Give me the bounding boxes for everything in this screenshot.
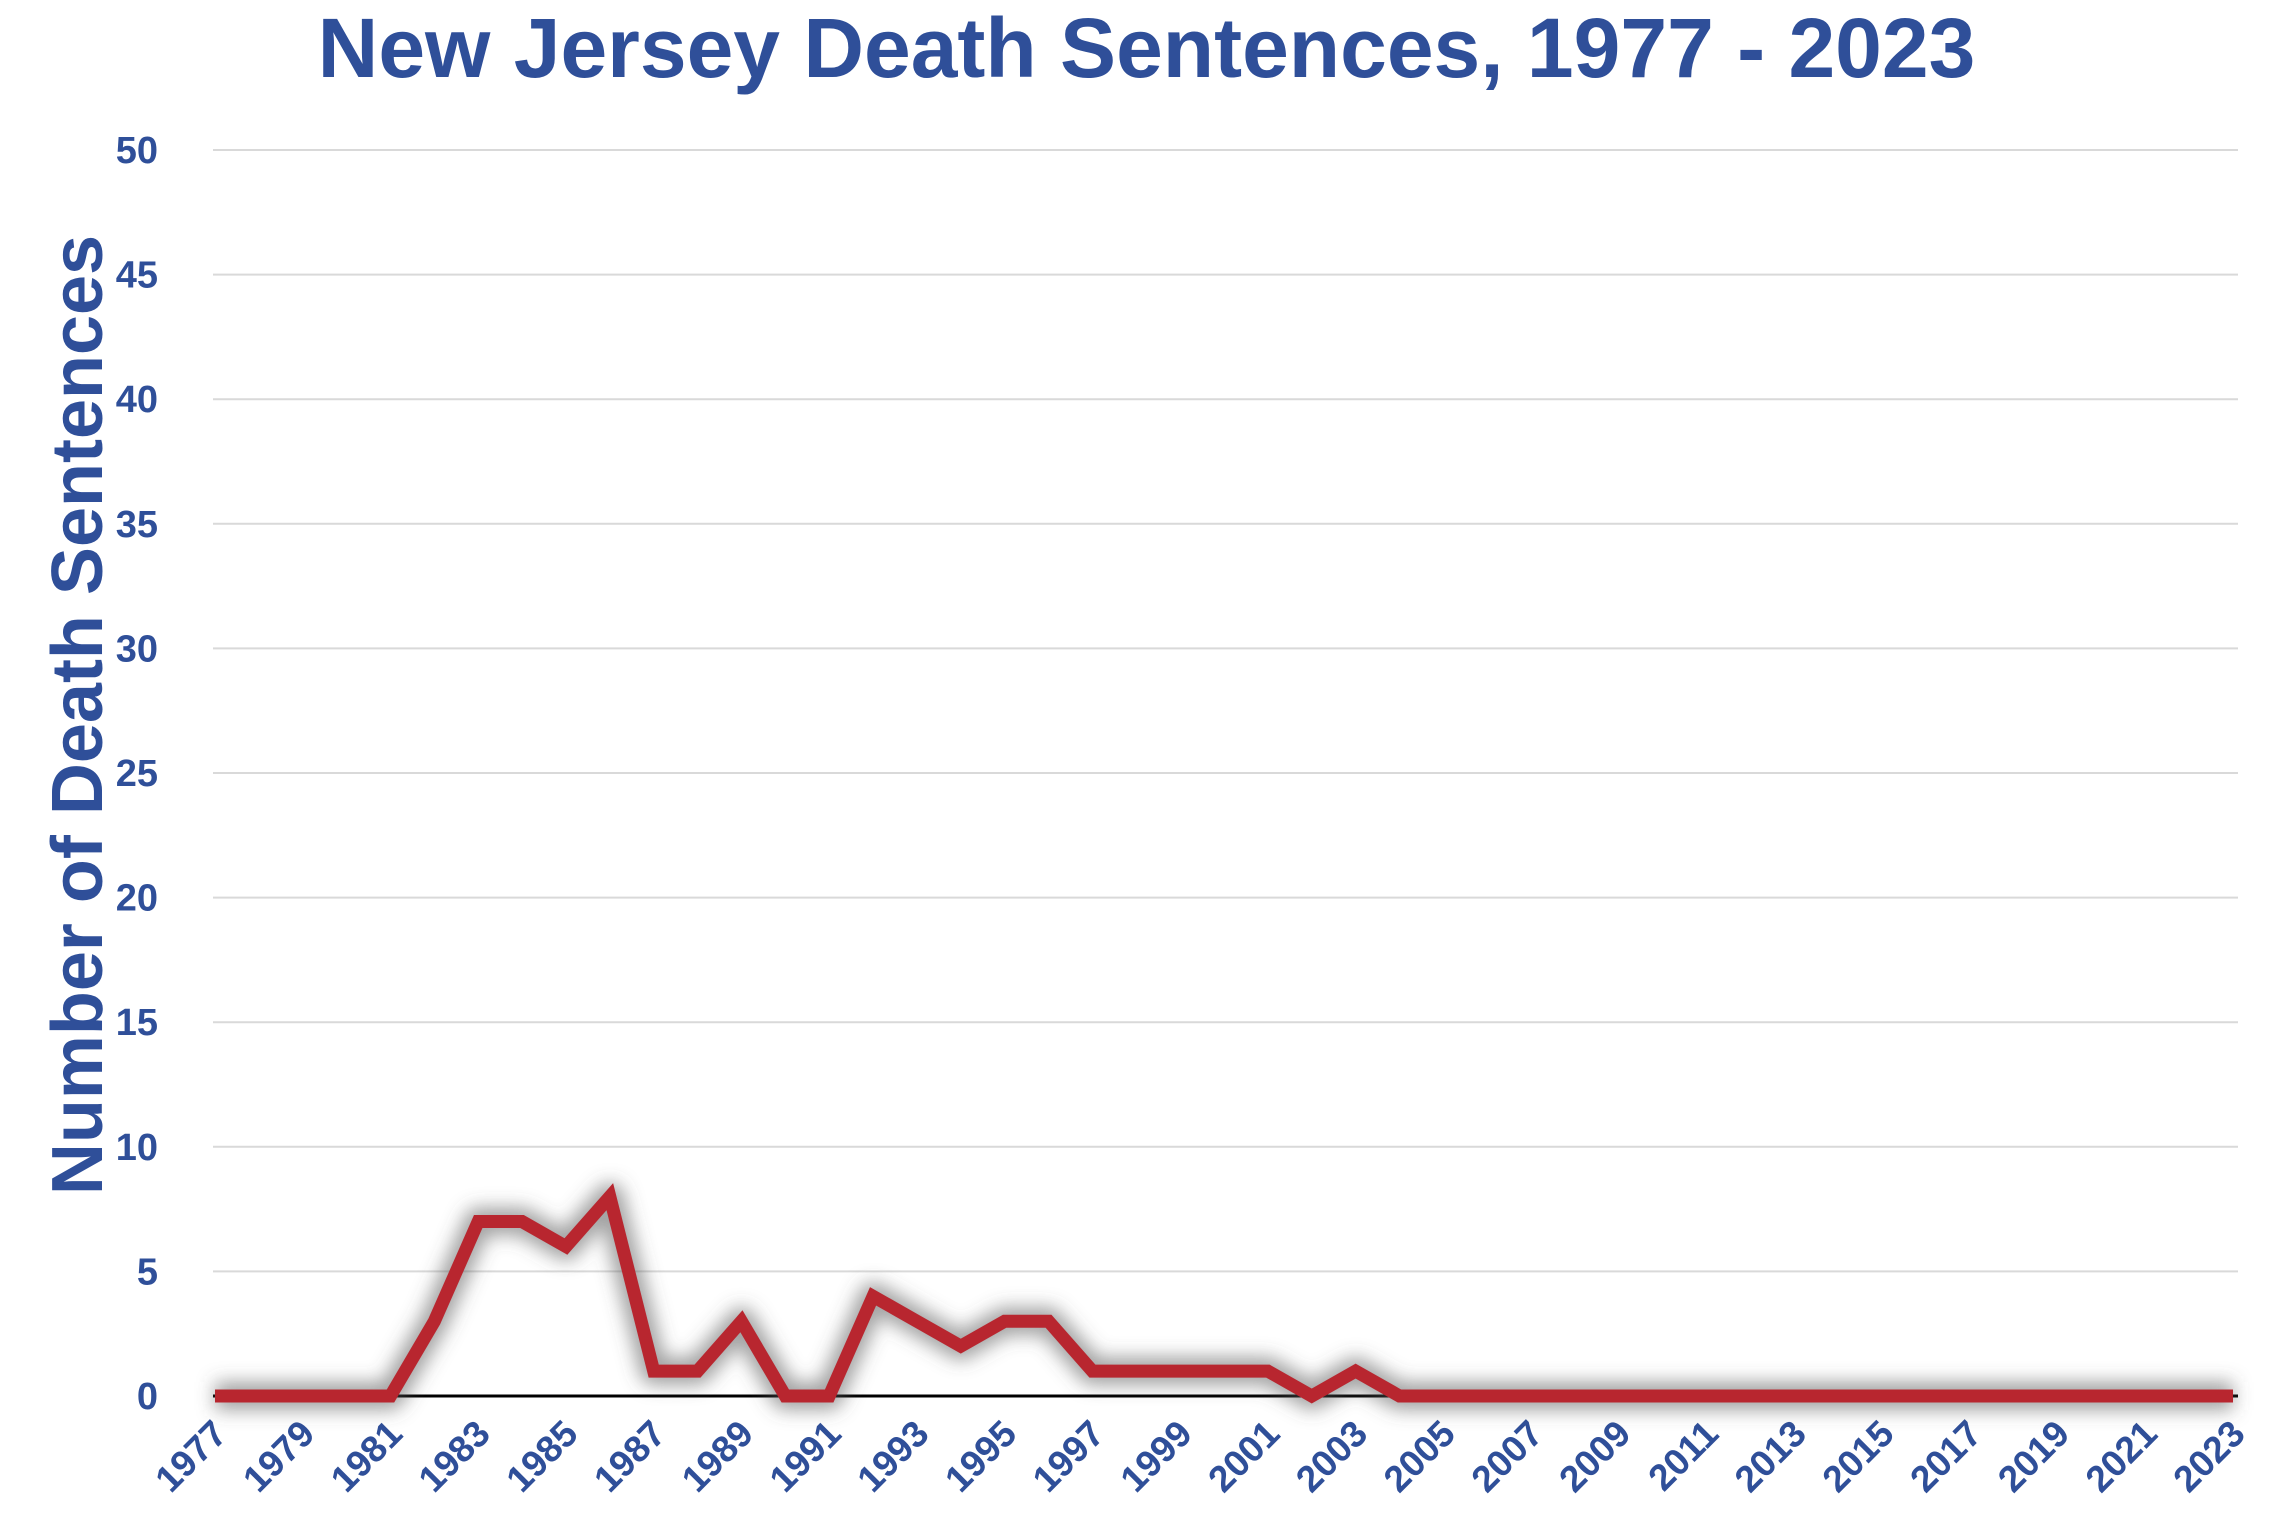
y-tick-label-20: 20	[116, 878, 158, 920]
x-tick-label-1987: 1987	[586, 1413, 673, 1500]
x-tick-label-2023: 2023	[2165, 1413, 2252, 1500]
x-tick-label-2021: 2021	[2078, 1413, 2165, 1500]
y-tick-label-50: 50	[116, 130, 158, 172]
y-tick-label-5: 5	[137, 1251, 158, 1293]
x-tick-label-1997: 1997	[1025, 1413, 1112, 1500]
x-tick-label-2019: 2019	[1990, 1413, 2077, 1500]
x-tick-label-1991: 1991	[762, 1413, 849, 1500]
x-tick-label-1979: 1979	[235, 1413, 322, 1500]
y-tick-label-10: 10	[116, 1127, 158, 1169]
x-tick-label-1999: 1999	[1113, 1413, 1200, 1500]
x-tick-label-1993: 1993	[849, 1413, 936, 1500]
x-tick-label-2017: 2017	[1902, 1413, 1989, 1500]
y-tick-label-30: 30	[116, 628, 158, 670]
y-tick-label-25: 25	[116, 753, 158, 795]
x-tick-label-1989: 1989	[674, 1413, 761, 1500]
x-tick-label-2013: 2013	[1727, 1413, 1814, 1500]
x-tick-label-1981: 1981	[323, 1413, 410, 1500]
series-0-line	[215, 1183, 2233, 1404]
y-tick-label-15: 15	[116, 1002, 158, 1044]
x-tick-label-2007: 2007	[1464, 1413, 1551, 1500]
y-tick-label-45: 45	[116, 255, 158, 297]
x-tick-label-2015: 2015	[1815, 1413, 1902, 1500]
x-tick-label-2005: 2005	[1376, 1413, 1463, 1500]
x-tick-label-1995: 1995	[937, 1413, 1024, 1500]
x-tick-label-2003: 2003	[1288, 1413, 1375, 1500]
y-tick-label-0: 0	[137, 1376, 158, 1418]
x-tick-label-1977: 1977	[147, 1413, 234, 1500]
x-tick-label-1983: 1983	[411, 1413, 498, 1500]
y-tick-label-40: 40	[116, 379, 158, 421]
y-tick-label-35: 35	[116, 504, 158, 546]
x-tick-label-2011: 2011	[1640, 1413, 1726, 1499]
x-tick-label-1985: 1985	[498, 1413, 585, 1500]
x-tick-label-2009: 2009	[1551, 1413, 1638, 1500]
x-tick-label-2001: 2001	[1200, 1413, 1287, 1500]
chart-title: New Jersey Death Sentences, 1977 - 2023	[317, 1, 1976, 95]
